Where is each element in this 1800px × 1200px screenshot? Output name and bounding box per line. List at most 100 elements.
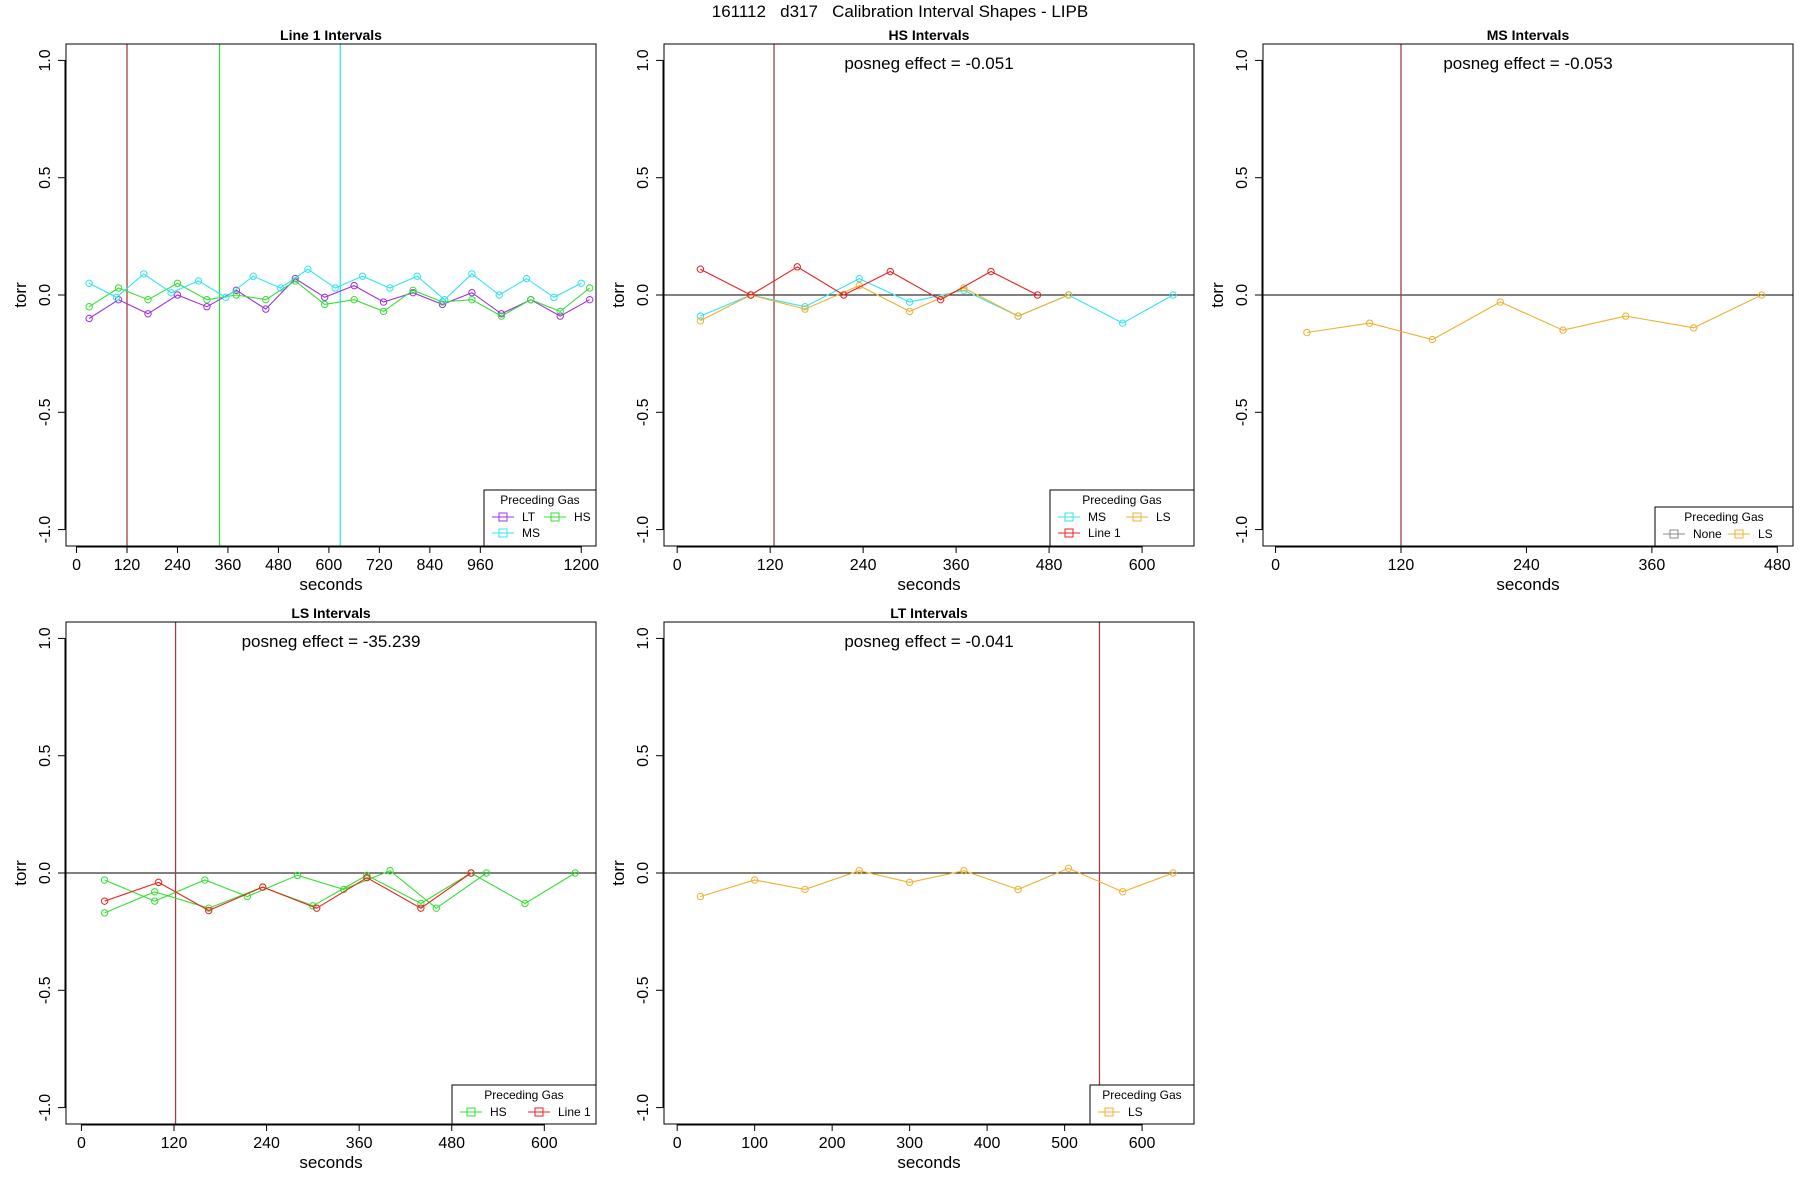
x-tick-label: 480 (1764, 557, 1791, 574)
y-tick-label: 0.5 (635, 166, 652, 188)
data-point (379, 298, 388, 306)
x-tick-label: 240 (253, 1135, 280, 1152)
data-point (100, 897, 109, 905)
x-tick-label: 120 (757, 557, 784, 574)
legend-swatch-marker (1064, 528, 1074, 538)
y-tick-label: -1.0 (635, 516, 652, 544)
series-line-ls (700, 867, 1174, 898)
data-point (114, 284, 123, 292)
data-point (696, 892, 705, 901)
data-point (151, 888, 159, 896)
legend: Preceding Gas None LS (1654, 506, 1794, 547)
series-line-ls (1306, 294, 1762, 341)
data-point (1033, 291, 1042, 299)
x-axis-label: seconds (299, 575, 362, 594)
legend-entry-ls: LS (1156, 510, 1171, 524)
data-point (747, 291, 755, 299)
legend-entry-none: None (1693, 527, 1722, 541)
panel-title: LT Intervals (890, 605, 968, 621)
data-point (313, 904, 321, 912)
data-point (571, 869, 579, 877)
data-point (1303, 328, 1311, 337)
data-point (350, 295, 358, 304)
data-point (556, 307, 564, 316)
plot-area (1303, 291, 1766, 344)
data-point (85, 314, 93, 323)
data-point (232, 291, 241, 299)
x-tick-label: 300 (896, 1135, 923, 1152)
x-tick-label: 600 (316, 557, 343, 574)
y-tick-label: 0.5 (37, 744, 54, 766)
data-point (905, 878, 914, 887)
data-point (1119, 319, 1127, 327)
data-point (497, 312, 506, 320)
data-point (1014, 312, 1022, 320)
series-line-ms (700, 277, 1174, 324)
data-point (801, 303, 809, 311)
legend-entry-hs: HS (574, 510, 591, 524)
y-tick-label: -1.0 (635, 1094, 652, 1122)
y-axis-label: torr (609, 860, 628, 886)
data-point (262, 295, 270, 304)
data-point (232, 286, 241, 295)
legend-swatch-marker (534, 1107, 544, 1117)
legend: Preceding Gas LT HS MS (483, 489, 597, 547)
data-point (1365, 319, 1374, 327)
data-point (905, 307, 914, 316)
x-tick-label: 120 (161, 1135, 188, 1152)
y-tick-label: 1.0 (635, 627, 652, 649)
legend-title: Preceding Gas (1102, 1088, 1181, 1102)
y-tick-label: 0.0 (1234, 284, 1251, 306)
data-point (85, 303, 93, 311)
y-tick-label: 0.0 (37, 284, 54, 306)
series-line-line-1 (104, 872, 472, 912)
data-point (85, 279, 93, 287)
data-point (173, 291, 182, 299)
page-title: 161112 d317 Calibration Interval Shapes … (711, 2, 1089, 21)
data-point (468, 288, 476, 297)
legend-swatch-marker (1734, 529, 1744, 539)
data-point (363, 873, 371, 882)
x-tick-label: 360 (215, 557, 242, 574)
y-tick-label: 1.0 (37, 49, 54, 71)
data-point (350, 281, 358, 290)
x-tick-label: 120 (1388, 557, 1415, 574)
data-point (1169, 291, 1177, 299)
y-tick-label: -0.5 (1234, 398, 1251, 426)
data-point (144, 310, 152, 318)
data-point (1169, 869, 1177, 877)
panel-ms-intervals: MS Intervals 0 120 240 360 480 seconds 1.0 0.5 0.… (1208, 27, 1794, 594)
data-point (291, 274, 299, 283)
data-point (438, 298, 447, 306)
legend-title: Preceding Gas (1684, 510, 1763, 524)
data-point (1689, 324, 1698, 332)
data-point (386, 284, 394, 292)
data-point (936, 295, 945, 304)
data-point (482, 869, 491, 877)
posneg-annotation: posneg effect = -0.053 (1443, 54, 1612, 73)
series-line-hs (104, 872, 576, 914)
data-point (585, 284, 594, 292)
data-point (173, 279, 182, 287)
data-point (468, 270, 476, 278)
x-tick-label: 400 (974, 1135, 1001, 1152)
legend-swatch-marker (1064, 512, 1074, 522)
data-point (855, 866, 863, 875)
data-point (696, 312, 705, 320)
data-point (320, 300, 329, 309)
data-point (1559, 326, 1567, 334)
legend-title: Preceding Gas (484, 1088, 563, 1102)
data-point (100, 876, 109, 884)
data-point (249, 272, 257, 280)
plot-area (85, 265, 594, 323)
data-point (167, 288, 175, 297)
x-axis-label: seconds (299, 1153, 362, 1172)
x-tick-label: 0 (1271, 557, 1280, 574)
data-point (154, 878, 163, 887)
data-point (1064, 864, 1073, 873)
x-tick-label: 240 (850, 557, 877, 574)
data-point (363, 871, 371, 880)
legend-swatch-marker (1132, 512, 1142, 522)
legend-entry-ms: MS (522, 526, 540, 540)
